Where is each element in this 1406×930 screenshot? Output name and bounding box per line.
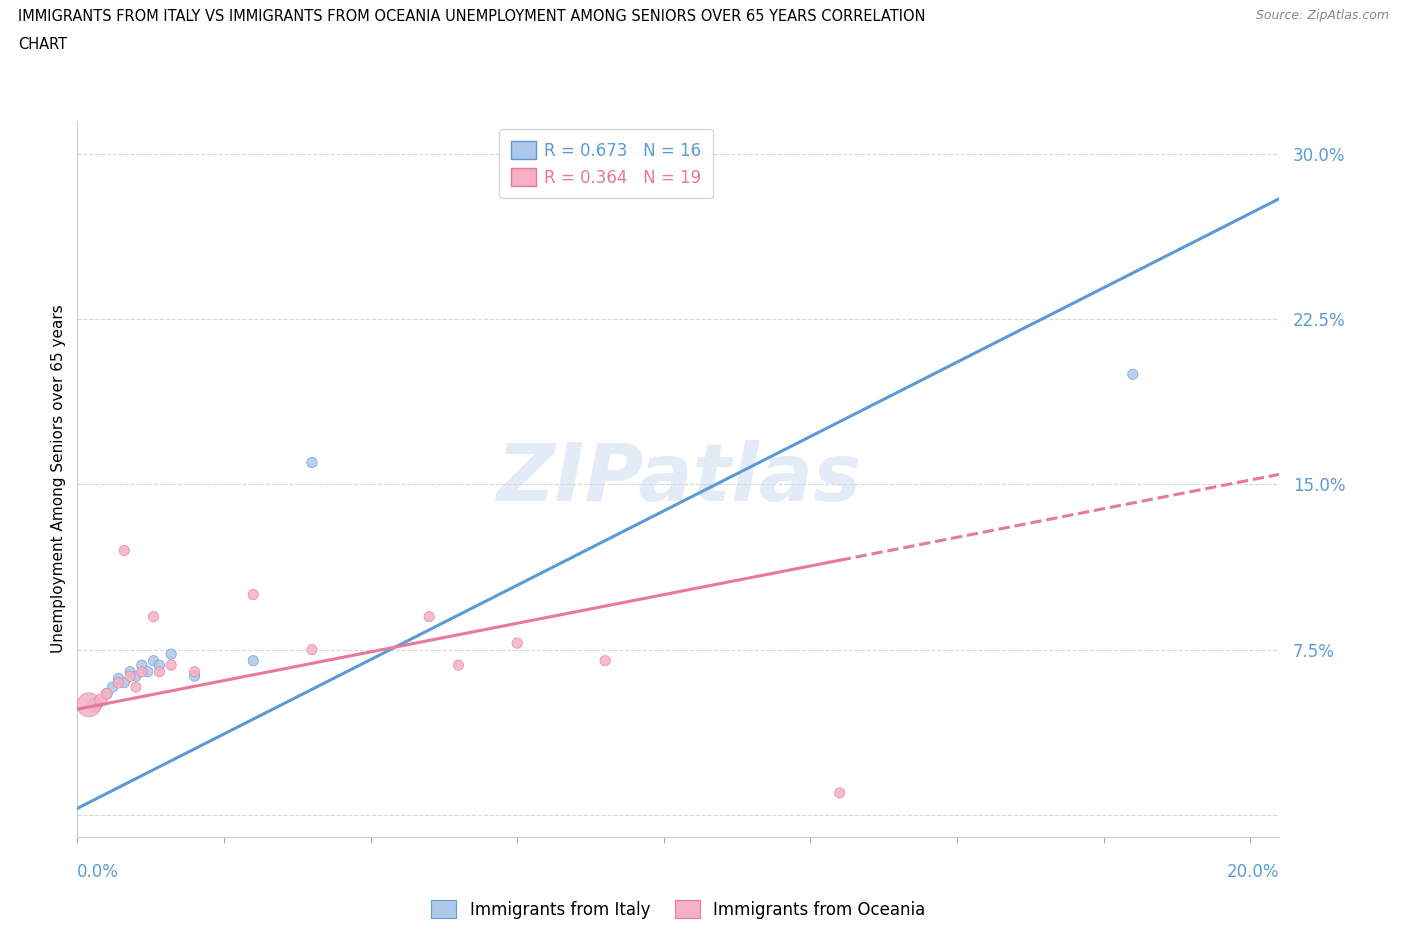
- Point: [77, 698, 100, 712]
- Point: [120, 664, 142, 679]
- Point: [107, 671, 129, 685]
- Point: [148, 664, 170, 679]
- Point: [828, 786, 851, 801]
- Point: [90, 693, 112, 708]
- Point: [125, 680, 148, 695]
- Point: [506, 636, 529, 651]
- Point: [96, 686, 118, 701]
- Point: [84, 698, 107, 712]
- Point: [242, 587, 264, 602]
- Point: [160, 658, 183, 672]
- Point: [112, 675, 135, 690]
- Point: [242, 653, 264, 668]
- Text: ZIPatlas: ZIPatlas: [496, 440, 860, 518]
- Text: IMMIGRANTS FROM ITALY VS IMMIGRANTS FROM OCEANIA UNEMPLOYMENT AMONG SENIORS OVER: IMMIGRANTS FROM ITALY VS IMMIGRANTS FROM…: [18, 9, 925, 24]
- Point: [107, 675, 129, 690]
- Point: [148, 658, 170, 672]
- Point: [1122, 366, 1144, 381]
- Point: [183, 664, 205, 679]
- Point: [131, 664, 153, 679]
- Point: [112, 543, 135, 558]
- Text: 20.0%: 20.0%: [1227, 863, 1279, 881]
- Text: Source: ZipAtlas.com: Source: ZipAtlas.com: [1256, 9, 1389, 22]
- Text: 0.0%: 0.0%: [77, 863, 120, 881]
- Point: [120, 669, 142, 684]
- Y-axis label: Unemployment Among Seniors over 65 years: Unemployment Among Seniors over 65 years: [51, 305, 66, 653]
- Point: [125, 669, 148, 684]
- Point: [96, 686, 118, 701]
- Point: [136, 664, 159, 679]
- Text: CHART: CHART: [18, 37, 67, 52]
- Point: [301, 455, 323, 470]
- Point: [160, 646, 183, 661]
- Legend: Immigrants from Italy, Immigrants from Oceania: Immigrants from Italy, Immigrants from O…: [423, 892, 934, 927]
- Point: [301, 643, 323, 658]
- Point: [142, 653, 165, 668]
- Point: [593, 653, 616, 668]
- Point: [183, 669, 205, 684]
- Point: [142, 609, 165, 624]
- Point: [447, 658, 470, 672]
- Point: [101, 680, 124, 695]
- Point: [418, 609, 440, 624]
- Point: [131, 658, 153, 672]
